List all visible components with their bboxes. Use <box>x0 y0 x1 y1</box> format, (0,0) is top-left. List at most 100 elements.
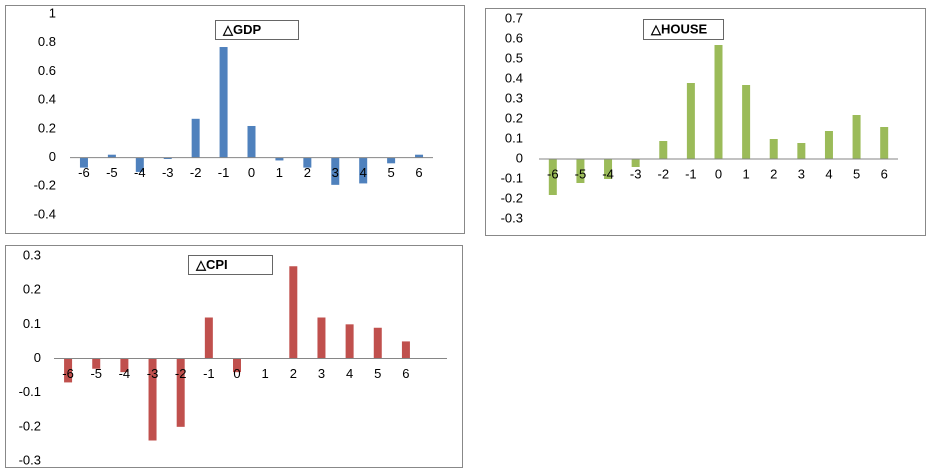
y-tick-label: 0.1 <box>505 130 523 145</box>
y-tick-label: 0.1 <box>23 316 41 331</box>
x-tick-label: -6 <box>547 166 559 181</box>
bar <box>163 157 172 160</box>
x-tick-label: 6 <box>881 166 888 181</box>
bar <box>120 358 129 373</box>
y-tick-label: -0.3 <box>501 210 523 225</box>
y-tick-label: 0 <box>516 150 523 165</box>
x-tick-label: -4 <box>602 166 614 181</box>
bar <box>64 358 73 383</box>
bar <box>148 358 157 441</box>
bar <box>135 157 144 172</box>
y-tick-label: 0.4 <box>505 70 523 85</box>
bar <box>659 141 668 159</box>
x-tick-label: -3 <box>147 366 159 381</box>
x-tick-label: 1 <box>742 166 749 181</box>
x-tick-label: 2 <box>304 165 311 180</box>
x-tick-label: 3 <box>332 165 339 180</box>
x-tick-label: 5 <box>374 366 381 381</box>
x-tick-label: -3 <box>162 165 174 180</box>
x-tick-label: -1 <box>203 366 215 381</box>
bar <box>107 154 116 158</box>
y-tick-label: -0.1 <box>501 170 523 185</box>
y-tick-label: 0.2 <box>38 120 56 135</box>
bar <box>191 118 200 158</box>
y-tick-label: 0.4 <box>38 92 56 107</box>
bar <box>401 341 410 359</box>
y-tick-label: 0.8 <box>38 34 56 49</box>
y-tick-label: 0 <box>34 350 41 365</box>
bar <box>303 157 312 168</box>
bar <box>548 159 557 195</box>
bar <box>387 157 396 164</box>
y-tick-label: -0.2 <box>501 190 523 205</box>
chart-panel <box>5 5 465 234</box>
bar <box>359 157 368 184</box>
bar <box>769 139 778 159</box>
x-tick-label: 2 <box>290 366 297 381</box>
x-tick-label: -3 <box>630 166 642 181</box>
bar <box>275 157 284 161</box>
x-tick-label: -4 <box>134 165 146 180</box>
x-tick-label: 2 <box>770 166 777 181</box>
bar <box>576 159 585 183</box>
x-tick-label: -2 <box>657 166 669 181</box>
chart-title: △GDP <box>222 22 261 37</box>
y-tick-label: 0.5 <box>505 50 523 65</box>
chart-panel <box>5 245 463 468</box>
x-tick-label: -6 <box>78 165 90 180</box>
bar <box>92 358 101 369</box>
x-tick-label: -4 <box>119 366 131 381</box>
bar <box>880 127 889 159</box>
bar <box>686 83 695 159</box>
y-tick-label: 0.3 <box>23 247 41 262</box>
x-tick-label: 6 <box>402 366 409 381</box>
bar <box>345 324 354 359</box>
x-tick-label: 1 <box>262 366 269 381</box>
y-tick-label: -0.3 <box>19 452 41 467</box>
bar <box>204 317 213 359</box>
x-tick-label: -5 <box>575 166 587 181</box>
bar <box>79 157 88 168</box>
x-tick-label: 4 <box>360 165 367 180</box>
bar <box>714 45 723 159</box>
x-tick-label: -5 <box>90 366 102 381</box>
bar <box>742 85 751 159</box>
bar <box>797 143 806 159</box>
y-tick-label: 0.7 <box>505 10 523 25</box>
y-tick-label: 0.6 <box>38 63 56 78</box>
title-box <box>643 19 724 40</box>
x-tick-label: -2 <box>175 366 187 381</box>
bar <box>317 317 326 359</box>
chart-title: △HOUSE <box>650 21 708 36</box>
x-tick-label: 4 <box>825 166 832 181</box>
y-tick-label: -0.1 <box>19 384 41 399</box>
bar <box>233 358 241 373</box>
x-tick-label: 0 <box>248 165 255 180</box>
bar <box>219 47 228 158</box>
x-tick-label: 5 <box>853 166 860 181</box>
x-tick-label: 4 <box>346 366 353 381</box>
x-tick-label: -5 <box>106 165 118 180</box>
bar <box>824 131 833 159</box>
bar <box>247 125 256 158</box>
y-tick-label: 0.2 <box>23 282 41 297</box>
bar <box>289 266 298 359</box>
y-tick-label: -0.2 <box>34 178 56 193</box>
y-tick-label: 1 <box>49 5 56 20</box>
bar <box>373 327 382 359</box>
y-tick-label: -0.2 <box>19 418 41 433</box>
y-tick-label: 0.3 <box>505 90 523 105</box>
x-tick-label: -1 <box>685 166 697 181</box>
y-tick-label: 0.2 <box>505 110 523 125</box>
x-tick-label: 0 <box>233 366 240 381</box>
x-tick-label: 5 <box>387 165 394 180</box>
x-tick-label: -2 <box>190 165 202 180</box>
x-tick-label: 1 <box>276 165 283 180</box>
bar <box>176 358 185 427</box>
x-tick-label: -1 <box>218 165 230 180</box>
chart-title: △CPI <box>195 257 228 272</box>
bar <box>852 115 861 159</box>
title-box <box>188 255 273 275</box>
y-tick-label: -0.4 <box>34 206 56 221</box>
